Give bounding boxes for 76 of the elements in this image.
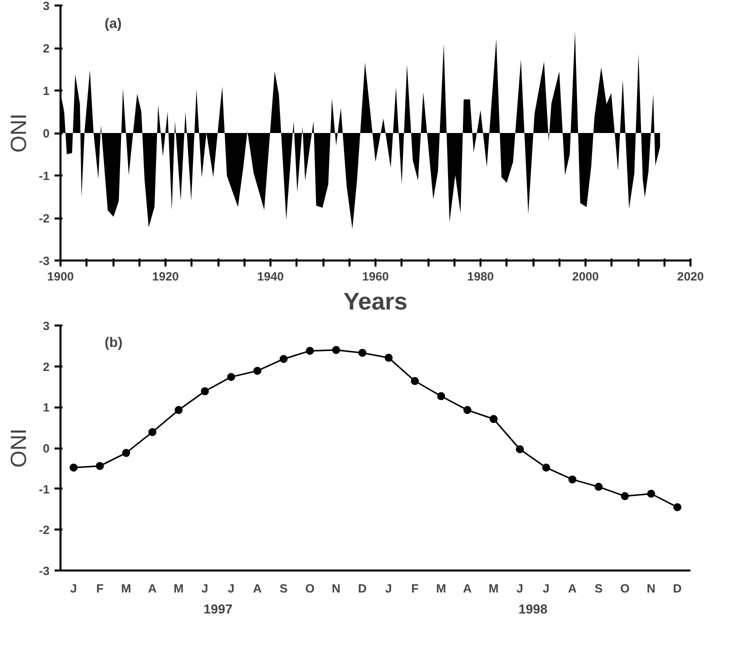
point — [568, 475, 576, 484]
point — [122, 448, 130, 457]
x-tick-label: A — [568, 582, 578, 596]
x-tick-label: 1940 — [257, 270, 284, 284]
point — [647, 490, 656, 498]
y-tick-label: 1 — [42, 84, 50, 98]
x-tick-label: D — [358, 582, 368, 596]
x-tick-label: J — [385, 582, 392, 596]
x-tick-label: J — [70, 582, 77, 596]
text: 1997 — [204, 602, 232, 616]
point — [227, 372, 236, 381]
x-tick-label: M — [436, 582, 446, 596]
x-tick-label: S — [594, 582, 603, 596]
x-tick-label: J — [516, 582, 524, 596]
x-tick-label: A — [463, 582, 472, 596]
point — [463, 406, 472, 414]
x-tick-label: F — [96, 582, 104, 596]
x-tick-label: F — [411, 582, 419, 596]
text: (b) — [104, 334, 122, 350]
point — [437, 392, 446, 400]
point — [358, 348, 366, 357]
point — [410, 377, 419, 386]
point — [96, 462, 104, 470]
y-axis-title: ONI — [6, 428, 31, 468]
x-tick-label: J — [228, 582, 234, 596]
y-tick-label: 2 — [42, 42, 50, 56]
x-tick-label: S — [280, 582, 288, 596]
x-tick-label: A — [253, 582, 262, 596]
x-tick-label: N — [332, 582, 340, 596]
y-tick-label: 2 — [42, 360, 50, 374]
x-axis-title: Years — [343, 288, 408, 316]
text: (a) — [104, 15, 122, 31]
y-tick-label: -1 — [38, 169, 50, 183]
point — [332, 346, 340, 354]
text: 1998 — [518, 602, 548, 616]
point — [200, 387, 209, 396]
x-tick-label: J — [542, 582, 550, 596]
y-tick-label: 1 — [42, 400, 50, 415]
x-tick-label: A — [148, 582, 158, 596]
y-tick-label: 0 — [42, 126, 50, 140]
y-tick-label: -1 — [38, 482, 50, 496]
x-tick-label: M — [174, 582, 184, 596]
point — [384, 354, 393, 362]
point — [306, 346, 314, 355]
x-tick-label: O — [620, 582, 630, 596]
y-tick-label: -3 — [38, 254, 50, 268]
point — [542, 464, 550, 472]
x-tick-label: 1920 — [152, 270, 180, 284]
x-tick-label: M — [488, 582, 499, 596]
point — [148, 428, 156, 436]
y-tick-label: 0 — [42, 442, 50, 456]
point — [253, 366, 262, 375]
point — [490, 415, 498, 423]
y-tick-label: -3 — [38, 564, 50, 578]
point — [620, 492, 629, 500]
point — [516, 445, 524, 454]
y-tick-label: -2 — [38, 212, 50, 226]
point — [673, 503, 682, 512]
x-tick-label: D — [673, 582, 682, 596]
point — [594, 482, 603, 491]
point — [70, 464, 78, 472]
point — [174, 406, 183, 414]
x-tick-label: N — [646, 582, 656, 596]
y-tick-label: 3 — [42, 319, 50, 333]
x-tick-label: 1900 — [47, 270, 74, 284]
x-tick-label: J — [202, 582, 208, 596]
x-tick-label: M — [121, 582, 132, 596]
x-tick-label: 2000 — [572, 270, 600, 284]
x-tick-label: 1960 — [362, 270, 390, 284]
y-axis-title: ONI — [6, 113, 31, 153]
x-tick-label: 2020 — [677, 270, 704, 284]
x-tick-label: 1980 — [467, 270, 494, 284]
x-tick-label: O — [305, 582, 315, 596]
y-tick-label: -2 — [38, 523, 50, 538]
point — [280, 354, 288, 363]
y-tick-label: 3 — [42, 0, 50, 13]
